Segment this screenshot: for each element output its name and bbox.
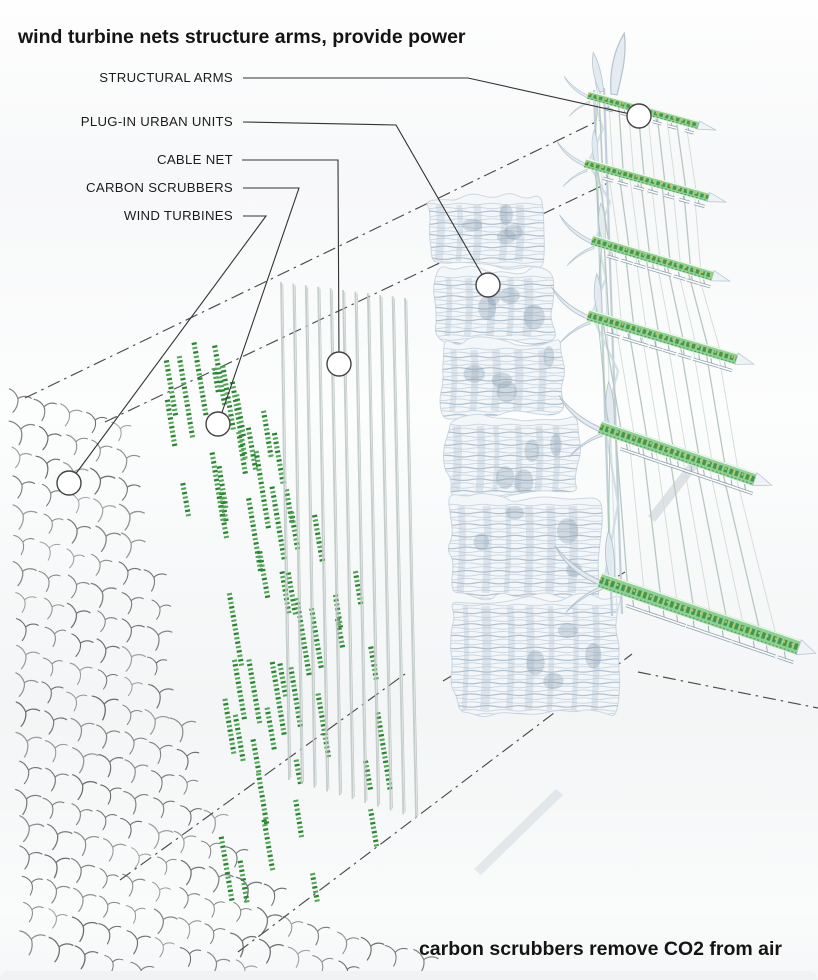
leader-cable-net — [242, 159, 340, 365]
urban-unit-block — [447, 493, 603, 601]
urban-unit-blocks — [426, 193, 621, 718]
caption-carbon-scrubbers: carbon scrubbers remove CO2 from air — [418, 938, 782, 960]
tower-cables — [597, 101, 779, 642]
leader-carbon-scrubbers — [217, 187, 300, 425]
leader-wind-turbines — [68, 215, 268, 484]
cable-net-lines — [280, 281, 419, 819]
structural-arm — [559, 201, 731, 289]
leader-plug-in-urban-units — [242, 121, 489, 286]
shadow-streaks — [474, 453, 704, 875]
label-cable-net: CABLE NET — [157, 152, 233, 167]
page-title: wind turbine nets structure arms, provid… — [18, 26, 466, 48]
leader-structural-arms — [243, 77, 640, 117]
callout-circle-plug-in-urban-units — [475, 272, 501, 298]
structural-arm — [554, 529, 817, 664]
structural-arm — [550, 272, 755, 373]
urban-unit-block — [450, 592, 621, 718]
urban-unit-block — [442, 413, 582, 501]
urban-unit-block — [433, 265, 556, 346]
label-plug-in-urban-units: PLUG-IN URBAN UNITS — [80, 114, 233, 129]
bottom-edge-band — [0, 971, 818, 980]
leader-lines — [68, 77, 640, 484]
callout-circle-wind-turbines — [56, 470, 82, 496]
urban-unit-block — [426, 193, 545, 270]
carbon-scrubber-field — [163, 341, 393, 904]
label-wind-turbines: WIND TURBINES — [123, 208, 233, 223]
callout-circle-structural-arms — [626, 103, 652, 129]
callout-circle-carbon-scrubbers — [205, 411, 231, 437]
label-structural-arms: STRUCTURAL ARMS — [99, 70, 233, 85]
structural-arm — [556, 128, 728, 208]
label-carbon-scrubbers: CARBON SCRUBBERS — [86, 180, 233, 195]
callout-circle-cable-net — [326, 351, 352, 377]
structural-arm — [558, 380, 773, 496]
